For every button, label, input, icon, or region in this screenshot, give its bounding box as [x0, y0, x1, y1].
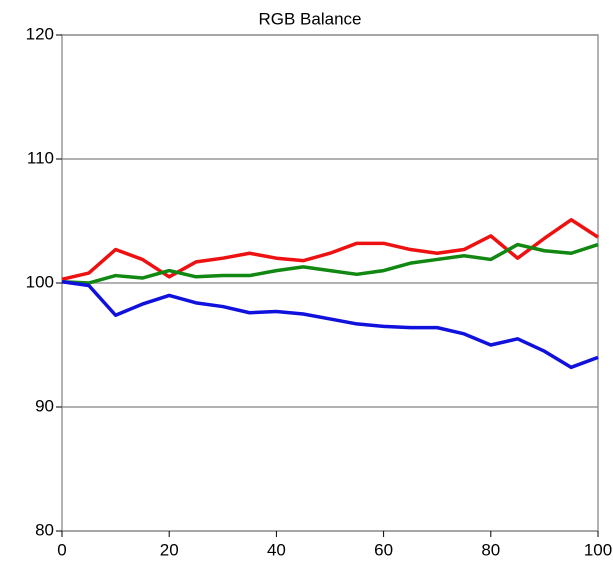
x-tick-label: 60 [374, 540, 393, 559]
series-line [61, 280, 599, 370]
y-tick-label: 110 [27, 148, 54, 167]
series-line [61, 242, 599, 285]
x-tick-label: 0 [57, 540, 66, 559]
y-tick-label: 100 [26, 272, 54, 291]
x-tick-label: 100 [584, 540, 612, 559]
x-tick-label: 20 [160, 540, 179, 559]
x-tick-label: 80 [481, 540, 500, 559]
chart-title: RGB Balance [259, 9, 362, 28]
x-tick-label: 40 [267, 540, 286, 559]
y-tick-label: 90 [35, 396, 54, 415]
y-tick-label: 120 [26, 24, 54, 43]
y-tick-label: 80 [35, 520, 54, 539]
